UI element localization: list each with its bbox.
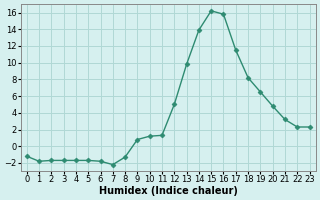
X-axis label: Humidex (Indice chaleur): Humidex (Indice chaleur) [99,186,237,196]
